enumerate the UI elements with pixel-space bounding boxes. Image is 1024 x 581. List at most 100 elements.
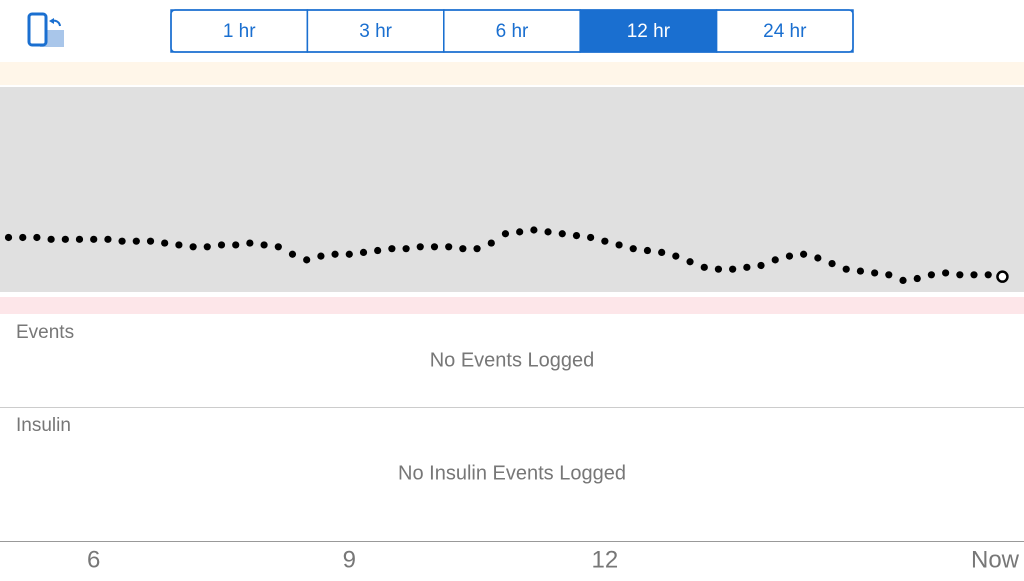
segment[interactable]: 6 hr	[443, 9, 581, 53]
segment[interactable]: 1 hr	[170, 9, 309, 53]
glucose-dot	[75, 235, 84, 243]
glucose-dot	[161, 239, 169, 247]
glucose-dot	[33, 233, 41, 242]
x-tick-label: 12	[592, 546, 619, 573]
glucose-dot	[274, 243, 282, 251]
glucose-dot	[672, 252, 680, 260]
glucose-dot	[175, 241, 183, 249]
glucose-dot	[970, 271, 978, 279]
glucose-dot	[714, 265, 723, 273]
glucose-dot	[729, 265, 737, 273]
glucose-dot	[842, 265, 850, 273]
high-zone	[0, 62, 1024, 85]
insulin-title: Insulin	[16, 415, 71, 436]
glucose-dot	[104, 235, 112, 243]
glucose-dot	[445, 243, 453, 251]
glucose-dot	[757, 261, 765, 270]
glucose-dot	[828, 260, 836, 268]
glucose-dot	[203, 243, 211, 251]
glucose-dot	[189, 243, 197, 251]
insulin-empty: No Insulin Events Logged	[398, 462, 626, 484]
glucose-dot	[643, 246, 652, 255]
glucose-dot	[942, 269, 950, 277]
segment-border	[170, 9, 854, 53]
glucose-dot	[90, 235, 98, 243]
glucose-dot	[996, 270, 1009, 283]
glucose-dot	[572, 232, 581, 240]
icon-arrowhead	[49, 18, 54, 24]
segment-label: 24 hr	[763, 21, 807, 42]
glucose-dot	[118, 237, 126, 245]
glucose-dot	[47, 235, 55, 243]
target-zone	[0, 87, 1024, 292]
glucose-dot	[913, 274, 921, 283]
glucose-dot	[501, 230, 510, 238]
segmented-control: 1 hr 3 hr 6 hr 12 hr 24 hr	[170, 9, 854, 53]
glucose-dot	[743, 263, 751, 271]
glucose-dot	[388, 245, 396, 253]
glucose-dot	[629, 245, 637, 253]
glucose-dot	[132, 237, 140, 245]
segment-bg	[715, 9, 854, 53]
segment-label: 12 hr	[627, 21, 671, 42]
icon-phone	[27, 12, 48, 47]
x-tick-label: 6	[87, 546, 100, 573]
segment[interactable]: 24 hr	[715, 9, 854, 53]
segment[interactable]: 12 hr	[579, 9, 718, 53]
glucose-dot	[260, 241, 268, 249]
glucose-dot	[331, 250, 339, 258]
rotate-icon[interactable]	[27, 12, 64, 47]
segment-label: 3 hr	[359, 21, 392, 42]
glucose-dot	[19, 233, 27, 242]
glucose-dot	[232, 241, 240, 249]
glucose-dot	[303, 256, 311, 264]
glucose-dot	[544, 228, 552, 236]
x-tick-label: 9	[343, 546, 356, 573]
glucose-dot	[430, 243, 439, 251]
glucose-dot	[984, 271, 992, 279]
low-zone	[0, 297, 1024, 314]
events-title: Events	[16, 322, 74, 343]
glucose-dot	[785, 252, 794, 260]
glucose-dot	[246, 239, 254, 247]
glucose-dot	[402, 245, 410, 253]
glucose-dot	[601, 237, 609, 245]
glucose-dots	[4, 226, 1009, 284]
glucose-dot	[658, 248, 666, 256]
glucose-dot	[700, 263, 708, 271]
segment-bg	[443, 9, 581, 53]
segment-label: 1 hr	[223, 21, 256, 42]
glucose-dot	[530, 226, 538, 234]
glucose-dot	[345, 250, 353, 258]
glucose-dot	[416, 243, 424, 251]
glucose-dot	[899, 276, 907, 284]
glucose-dot	[771, 256, 779, 264]
glucose-dot	[516, 228, 524, 236]
glucose-dot	[587, 233, 595, 242]
glucose-dot	[217, 241, 226, 249]
segment[interactable]: 3 hr	[306, 9, 445, 53]
glucose-dot	[4, 233, 13, 242]
glucose-dot	[146, 237, 155, 245]
x-tick-label: Now	[971, 546, 1020, 573]
glucose-dot	[558, 230, 566, 238]
glucose-dot	[686, 258, 694, 266]
glucose-dot	[61, 235, 69, 243]
glucose-dot	[359, 248, 368, 256]
glucose-dot	[374, 246, 382, 255]
glucose-dot	[487, 239, 495, 247]
glucose-dot	[615, 241, 623, 249]
glucose-dot	[856, 267, 865, 275]
glucose-dot	[956, 271, 964, 279]
segment-label: 6 hr	[496, 21, 529, 42]
events-empty: No Events Logged	[430, 349, 595, 371]
glucose-dot	[800, 250, 808, 258]
glucose-dot	[473, 245, 481, 253]
glucose-dot	[871, 269, 879, 277]
segment-bg	[579, 9, 718, 53]
glucose-dot	[927, 271, 935, 279]
x-axis: 6 9 12 Now	[87, 546, 1020, 573]
glucose-dot	[459, 245, 467, 253]
